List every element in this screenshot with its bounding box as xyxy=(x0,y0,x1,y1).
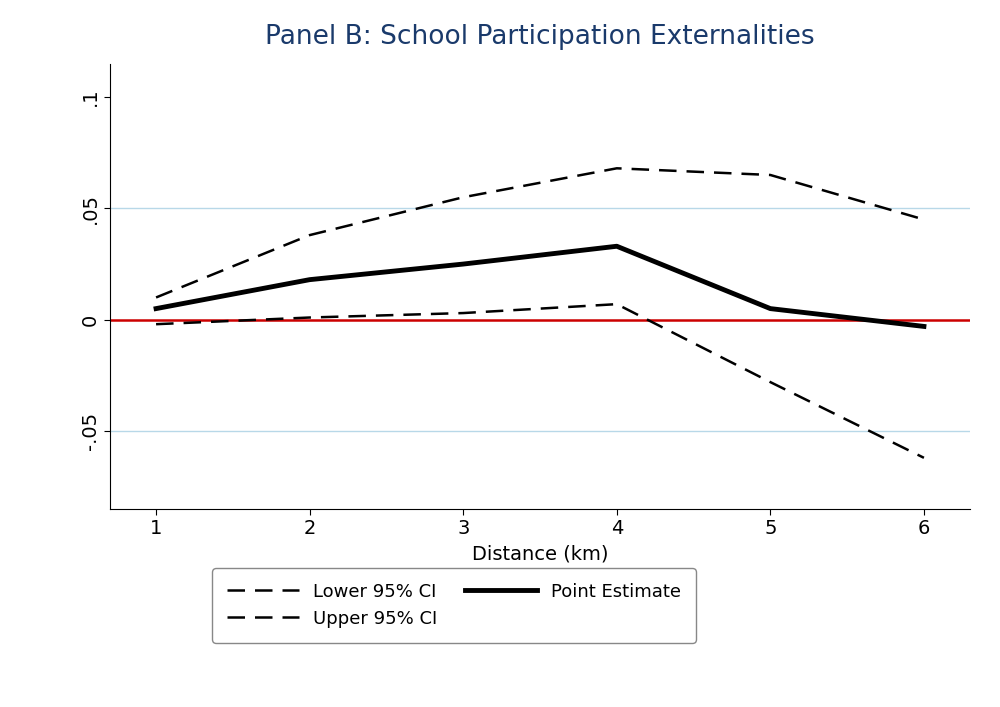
Upper 95% CI xyxy=(764,171,776,180)
Upper 95% CI xyxy=(150,293,162,302)
Title: Panel B: School Participation Externalities: Panel B: School Participation Externalit… xyxy=(265,24,815,50)
Point Estimate xyxy=(918,322,930,331)
Lower 95% CI xyxy=(611,300,623,308)
Line: Lower 95% CI: Lower 95% CI xyxy=(156,304,924,458)
Point Estimate xyxy=(457,259,469,268)
Legend: Lower 95% CI, Upper 95% CI, Point Estimate: Lower 95% CI, Upper 95% CI, Point Estima… xyxy=(212,568,696,643)
Lower 95% CI xyxy=(304,313,316,322)
Lower 95% CI xyxy=(918,454,930,462)
Upper 95% CI xyxy=(611,164,623,173)
Point Estimate xyxy=(611,242,623,250)
Point Estimate xyxy=(150,304,162,312)
Upper 95% CI xyxy=(304,231,316,240)
Line: Point Estimate: Point Estimate xyxy=(156,246,924,327)
Lower 95% CI xyxy=(457,309,469,317)
X-axis label: Distance (km): Distance (km) xyxy=(472,544,608,563)
Upper 95% CI xyxy=(918,215,930,223)
Point Estimate xyxy=(764,304,776,312)
Upper 95% CI xyxy=(457,193,469,201)
Point Estimate xyxy=(304,276,316,284)
Lower 95% CI xyxy=(764,378,776,386)
Lower 95% CI xyxy=(150,320,162,329)
Line: Upper 95% CI: Upper 95% CI xyxy=(156,168,924,298)
